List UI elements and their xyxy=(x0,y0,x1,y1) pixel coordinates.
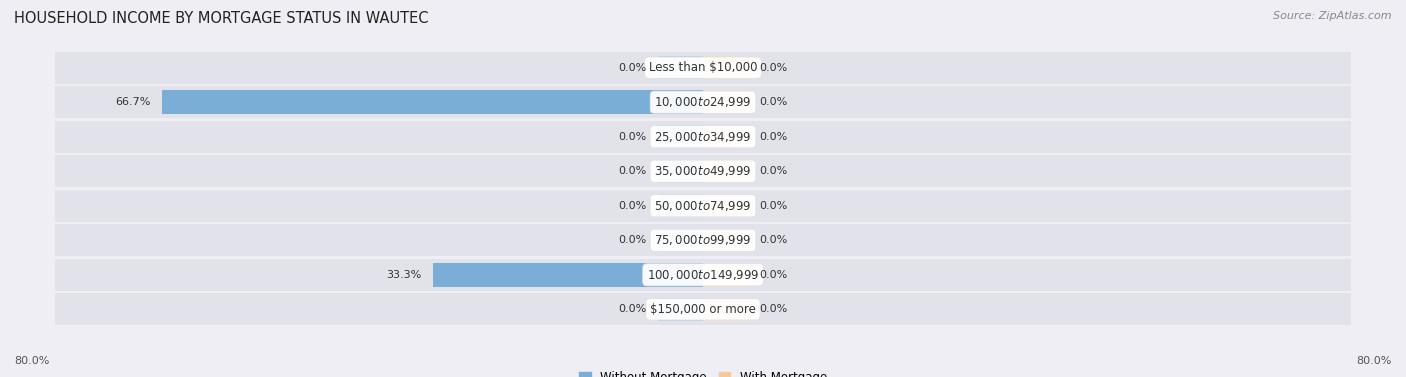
Bar xyxy=(433,263,703,287)
Bar xyxy=(703,159,748,183)
Bar xyxy=(658,194,703,218)
Text: 80.0%: 80.0% xyxy=(14,356,49,366)
Bar xyxy=(55,224,1351,256)
Bar xyxy=(55,121,1351,153)
Bar xyxy=(658,125,703,149)
Text: 66.7%: 66.7% xyxy=(115,97,150,107)
Text: 0.0%: 0.0% xyxy=(759,166,787,176)
Text: 0.0%: 0.0% xyxy=(619,63,647,73)
Text: Source: ZipAtlas.com: Source: ZipAtlas.com xyxy=(1274,11,1392,21)
Text: 0.0%: 0.0% xyxy=(759,97,787,107)
Bar xyxy=(703,228,748,252)
Text: $100,000 to $149,999: $100,000 to $149,999 xyxy=(647,268,759,282)
Text: 0.0%: 0.0% xyxy=(619,304,647,314)
Text: 0.0%: 0.0% xyxy=(759,63,787,73)
Bar xyxy=(658,159,703,183)
Text: $10,000 to $24,999: $10,000 to $24,999 xyxy=(654,95,752,109)
Bar xyxy=(658,297,703,321)
Bar xyxy=(55,293,1351,325)
Bar xyxy=(55,259,1351,291)
Text: 0.0%: 0.0% xyxy=(619,132,647,142)
Bar xyxy=(55,52,1351,84)
Text: 0.0%: 0.0% xyxy=(759,270,787,280)
Text: $25,000 to $34,999: $25,000 to $34,999 xyxy=(654,130,752,144)
Bar xyxy=(162,90,703,114)
Bar xyxy=(703,56,748,80)
Text: 33.3%: 33.3% xyxy=(385,270,420,280)
Bar xyxy=(703,263,748,287)
Text: 0.0%: 0.0% xyxy=(759,304,787,314)
Bar xyxy=(658,228,703,252)
Bar xyxy=(703,297,748,321)
Bar xyxy=(55,86,1351,118)
Legend: Without Mortgage, With Mortgage: Without Mortgage, With Mortgage xyxy=(574,366,832,377)
Text: 0.0%: 0.0% xyxy=(759,201,787,211)
Text: HOUSEHOLD INCOME BY MORTGAGE STATUS IN WAUTEC: HOUSEHOLD INCOME BY MORTGAGE STATUS IN W… xyxy=(14,11,429,26)
Text: Less than $10,000: Less than $10,000 xyxy=(648,61,758,74)
Text: $35,000 to $49,999: $35,000 to $49,999 xyxy=(654,164,752,178)
Text: 0.0%: 0.0% xyxy=(619,201,647,211)
Text: $150,000 or more: $150,000 or more xyxy=(650,303,756,316)
Text: 0.0%: 0.0% xyxy=(619,166,647,176)
Bar xyxy=(703,125,748,149)
Text: $50,000 to $74,999: $50,000 to $74,999 xyxy=(654,199,752,213)
Bar xyxy=(658,56,703,80)
Text: 0.0%: 0.0% xyxy=(619,235,647,245)
Bar xyxy=(703,194,748,218)
Text: $75,000 to $99,999: $75,000 to $99,999 xyxy=(654,233,752,247)
Bar xyxy=(703,90,748,114)
Text: 0.0%: 0.0% xyxy=(759,235,787,245)
Text: 80.0%: 80.0% xyxy=(1357,356,1392,366)
Text: 0.0%: 0.0% xyxy=(759,132,787,142)
Bar xyxy=(55,155,1351,187)
Bar xyxy=(55,190,1351,222)
